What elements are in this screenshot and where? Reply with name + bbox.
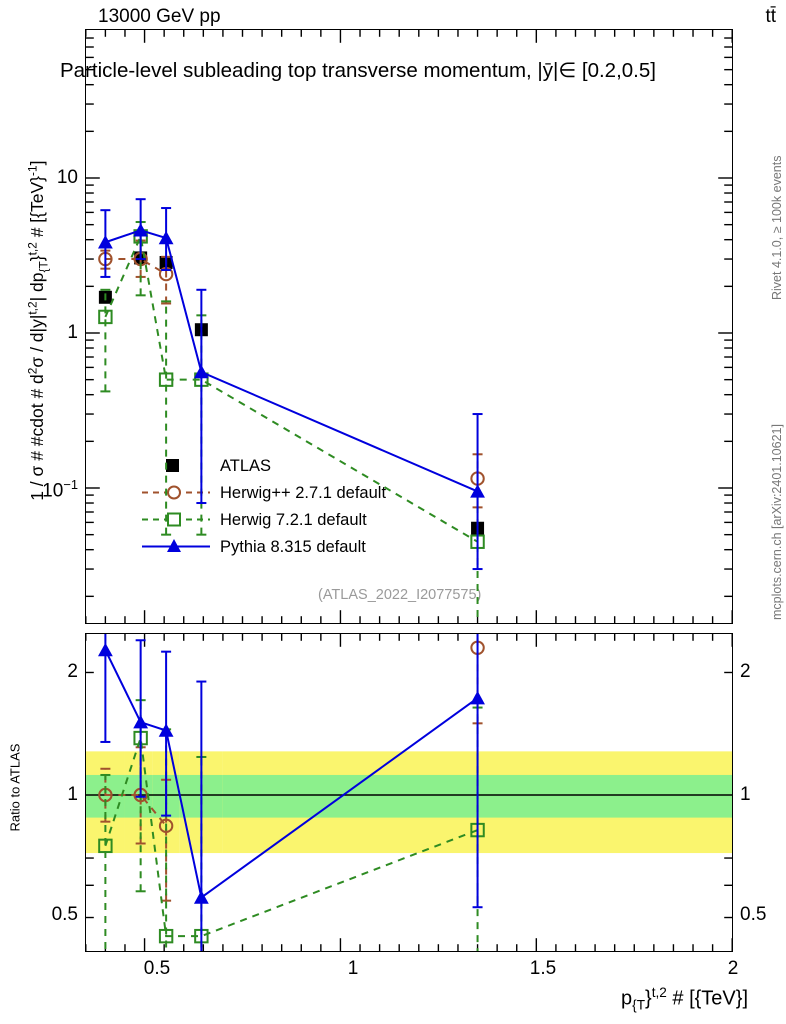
xtick-1: 1 xyxy=(347,958,359,979)
x-axis-label: p{T}t,2 # [{TeV}] xyxy=(621,985,748,1013)
beam-energy-label: 13000 GeV pp xyxy=(98,6,221,27)
ratio-ytick-right-0p5: 0.5 xyxy=(740,904,767,925)
xtick-1p5: 1.5 xyxy=(529,958,557,979)
process-label: tt̄ xyxy=(765,6,776,27)
legend-label-atlas: ATLAS xyxy=(220,457,272,475)
analysis-id-watermark: (ATLAS_2022_I2077575) xyxy=(318,587,482,603)
main-panel-frame xyxy=(85,29,733,624)
main-ytick-0p1: 10−1 xyxy=(42,477,78,502)
legend-key-open-square xyxy=(140,506,214,533)
page-title: Particle-level subleading top transverse… xyxy=(60,59,656,82)
legend-key-open-circle xyxy=(140,479,214,506)
legend-label-herwig7: Herwig 7.2.1 default xyxy=(220,511,367,529)
ratio-uncertainty-bands xyxy=(86,751,732,854)
legend-key-filled-triangle xyxy=(140,533,214,560)
main-axis-ticks xyxy=(85,29,733,624)
ratio-data-series xyxy=(97,634,485,951)
ratio-ytick-2: 2 xyxy=(67,661,78,682)
xtick-0p5: 0.5 xyxy=(143,958,171,979)
legend-label-herwigpp: Herwig++ 2.7.1 default xyxy=(220,484,387,502)
ratio-ytick-right-2: 2 xyxy=(740,661,751,682)
main-data-series xyxy=(97,198,485,623)
legend-label-pythia: Pythia 8.315 default xyxy=(220,538,366,556)
xtick-2: 2 xyxy=(727,958,739,979)
main-ytick-10: 10 xyxy=(56,167,78,188)
ratio-ytick-1: 1 xyxy=(67,784,78,805)
ratio-axis-ticks xyxy=(85,633,733,952)
ratio-ytick-0p5: 0.5 xyxy=(51,904,78,925)
ratio-ytick-right-1: 1 xyxy=(740,784,751,805)
legend-key-filled-square xyxy=(140,452,214,479)
main-ytick-1: 1 xyxy=(67,322,78,343)
